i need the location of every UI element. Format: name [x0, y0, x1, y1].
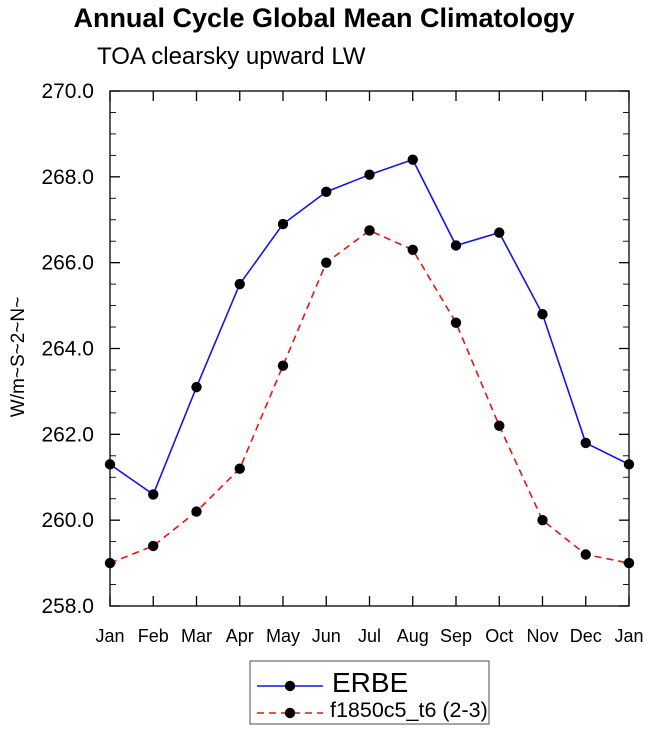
svg-text:258.0: 258.0: [41, 595, 94, 618]
svg-text:Mar: Mar: [181, 626, 212, 646]
svg-text:Apr: Apr: [226, 626, 254, 646]
svg-text:266.0: 266.0: [41, 252, 94, 275]
svg-text:Aug: Aug: [397, 626, 429, 646]
svg-text:Jan: Jan: [95, 626, 124, 646]
svg-text:Dec: Dec: [570, 626, 602, 646]
svg-text:Jun: Jun: [312, 626, 341, 646]
svg-text:f1850c5_t6 (2-3): f1850c5_t6 (2-3): [330, 698, 488, 722]
svg-text:264.0: 264.0: [41, 338, 94, 361]
svg-text:260.0: 260.0: [41, 509, 94, 532]
svg-text:268.0: 268.0: [41, 166, 94, 189]
svg-text:May: May: [266, 626, 300, 646]
svg-text:262.0: 262.0: [41, 423, 94, 446]
svg-text:Nov: Nov: [526, 626, 558, 646]
svg-text:Jul: Jul: [358, 626, 381, 646]
svg-text:Jan: Jan: [614, 626, 643, 646]
svg-text:ERBE: ERBE: [332, 667, 408, 698]
svg-text:Oct: Oct: [485, 626, 513, 646]
svg-text:Sep: Sep: [440, 626, 472, 646]
svg-text:270.0: 270.0: [41, 80, 94, 103]
svg-text:Feb: Feb: [138, 626, 169, 646]
